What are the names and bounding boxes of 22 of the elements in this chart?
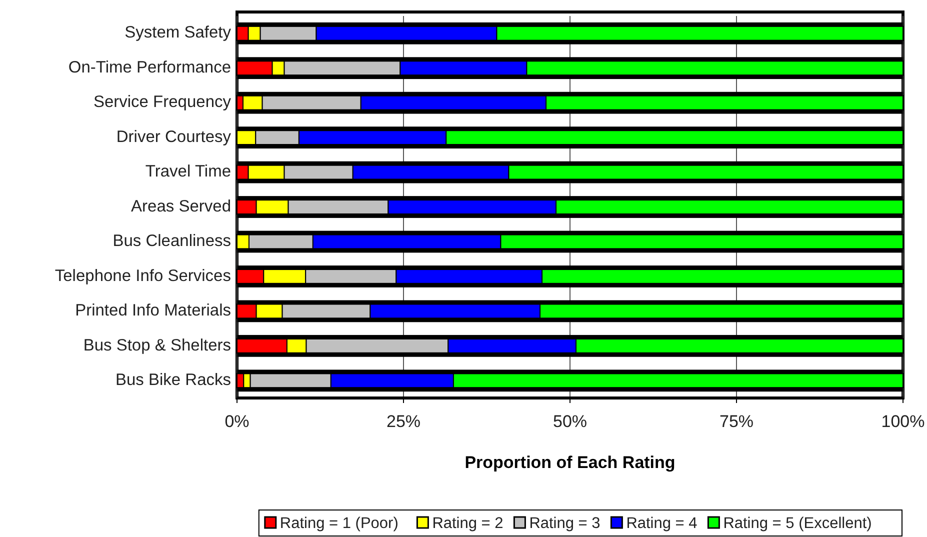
y-tick-label: Service Frequency [93,93,232,112]
y-tick-label: Areas Served [131,197,231,216]
x-tick-label: 100% [881,412,925,431]
x-tick-label: 0% [224,412,250,431]
y-tick-label: Printed Info Materials [75,302,231,320]
y-tick-label: Bus Stop & Shelters [83,336,231,354]
x-tick-label: 75% [719,412,754,431]
x-axis-title: Proportion of Each Rating [464,453,676,472]
legend-label: Rating = 4 [626,515,698,532]
legend-label: Rating = 3 [529,515,600,532]
legend-label: Rating = 5 (Excellent) [723,515,872,532]
y-tick-label: Travel Time [145,162,231,181]
y-tick-label: Telephone Info Services [54,266,231,285]
x-tick-label: 25% [386,412,421,431]
legend-label: Rating = 1 (Poor) [280,515,398,532]
x-tick-label: 50% [552,412,588,431]
y-tick-label: Driver Courtesy [116,128,232,146]
y-tick-label: Bus Bike Racks [115,370,231,389]
legend-label: Rating = 2 [432,515,504,532]
y-tick-label: Bus Cleanliness [112,232,231,250]
y-tick-label: On-Time Performance [68,58,231,76]
y-tick-label: System Safety [124,24,232,42]
